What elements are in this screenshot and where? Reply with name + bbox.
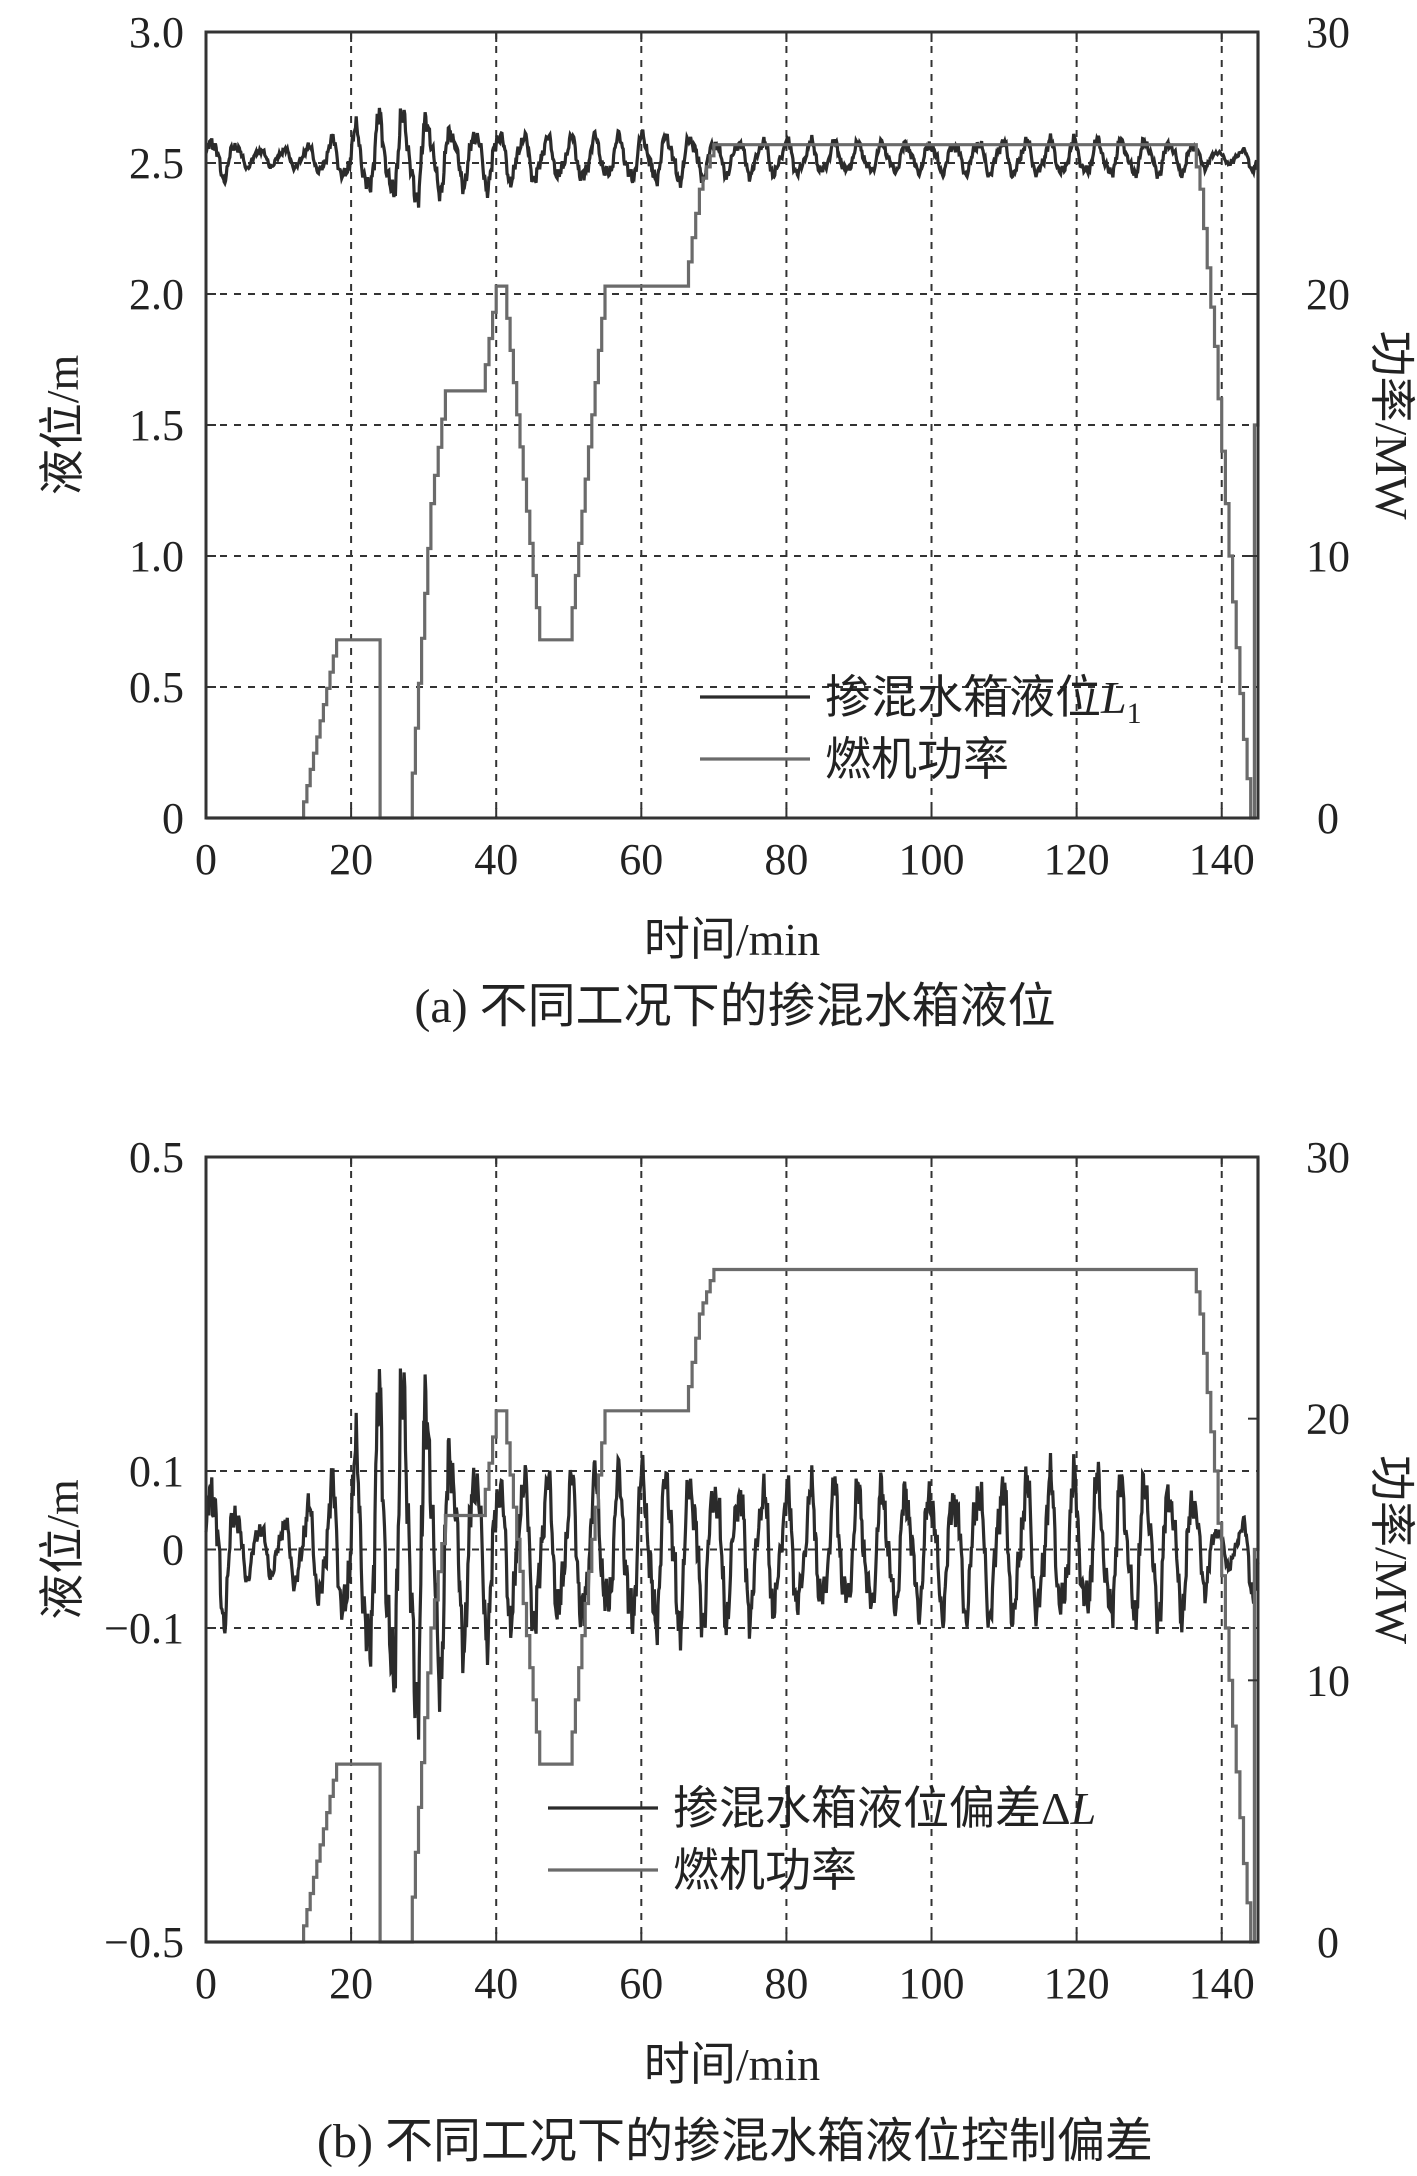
x-tick-label: 120	[1044, 1959, 1110, 2008]
y-tick-label: 0	[162, 794, 184, 843]
x-axis-label-a: 时间/min	[644, 914, 820, 965]
x-tick-label: 60	[619, 835, 663, 884]
x-tick-label: 0	[195, 835, 217, 884]
legend-label-deviation-text: 掺混水箱液位偏差Δ	[673, 1783, 1071, 1834]
y2-tick-label: 20	[1306, 270, 1350, 319]
y-tick-label: 3.0	[129, 8, 184, 57]
x-tick-label: 120	[1044, 835, 1110, 884]
y-tick-label: −0.5	[104, 1918, 184, 1967]
y-tick-label: 0.5	[129, 1133, 184, 1182]
x-tick-label: 40	[474, 1959, 518, 2008]
legend-label-level-subscript: 1	[1127, 697, 1142, 730]
legend-label-level: 掺混水箱液位L1	[825, 672, 1142, 730]
x-tick-label: 0	[195, 1959, 217, 2008]
legend-label-deviation-symbol: L	[1070, 1783, 1097, 1834]
legend-label-power-b: 燃机功率	[673, 1845, 857, 1896]
y2-tick-label: 10	[1306, 1656, 1350, 1705]
chart-panel-a: 0 20 40 60 80 100 120 14000.51.01.52.02.53.0010…	[37, 8, 1417, 1033]
y-tick-label: 0	[162, 1526, 184, 1575]
legend-label-level-text: 掺混水箱液位	[825, 672, 1101, 723]
caption-a: (a) 不同工况下的掺混水箱液位	[414, 980, 1055, 1033]
series-line-level-1	[204, 1368, 1260, 1740]
y-tick-label: 1.5	[129, 401, 184, 450]
y-tick-label: 0.5	[129, 663, 184, 712]
x-tick-label: 80	[764, 1959, 808, 2008]
y-axis-label-b: 液位/m	[37, 1479, 88, 1620]
x-axis-label-b: 时间/min	[644, 2039, 820, 2090]
y2-tick-label: 20	[1306, 1395, 1350, 1444]
y2-axis-label-b: 功率/MW	[1366, 1455, 1417, 1645]
y-tick-label: 1.0	[129, 532, 184, 581]
x-tick-label: 140	[1189, 835, 1255, 884]
y2-axis-label-a: 功率/MW	[1366, 330, 1417, 520]
y-tick-label: 2.0	[129, 270, 184, 319]
legend-b: 掺混水箱液位偏差ΔL 燃机功率	[548, 1783, 1096, 1896]
y2-tick-label: 0	[1317, 794, 1339, 843]
caption-b: (b) 不同工况下的掺混水箱液位控制偏差	[317, 2115, 1153, 2168]
legend-label-level-symbol: L	[1100, 672, 1127, 723]
x-tick-label: 100	[899, 835, 965, 884]
x-tick-label: 40	[474, 835, 518, 884]
chart-panel-b: 0 20 40 60 80 100 120 140 −0.5 −0.1 0 0.1 0.5 0 10 20 30…	[37, 1133, 1417, 2168]
y-tick-label: 2.5	[129, 139, 184, 188]
y2-tick-label: 0	[1317, 1918, 1339, 1967]
y2-tick-label: 30	[1306, 1133, 1350, 1182]
x-tick-label: 20	[329, 835, 373, 884]
legend-label-power: 燃机功率	[825, 734, 1009, 785]
ticks-a: 0 20 40 60 80 100 120 14000.51.01.52.02.53.0010…	[129, 8, 1350, 884]
x-tick-label: 20	[329, 1959, 373, 2008]
legend-label-deviation: 掺混水箱液位偏差ΔL	[673, 1783, 1096, 1834]
x-tick-label: 80	[764, 835, 808, 884]
x-tick-label: 140	[1189, 1959, 1255, 2008]
y-tick-label: 0.1	[129, 1447, 184, 1496]
y-tick-label: −0.1	[104, 1604, 184, 1653]
y2-tick-label: 10	[1306, 532, 1350, 581]
x-tick-label: 100	[899, 1959, 965, 2008]
x-tick-label: 60	[619, 1959, 663, 2008]
series-line-level-0	[204, 107, 1260, 208]
ticks-b: 0 20 40 60 80 100 120 140 −0.5 −0.1 0 0.1 0.5 0 10 20 30	[104, 1133, 1350, 2008]
y2-tick-label: 30	[1306, 8, 1350, 57]
legend-a: 掺混水箱液位L1 燃机功率	[700, 672, 1142, 785]
y-axis-label-a: 液位/m	[37, 355, 88, 496]
